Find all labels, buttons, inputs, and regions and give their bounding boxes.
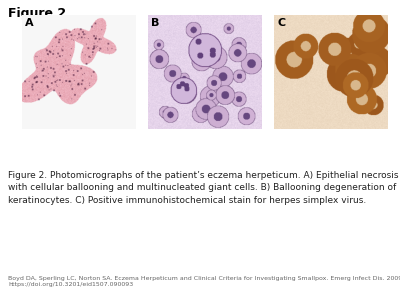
- Text: A: A: [26, 18, 34, 28]
- Text: B: B: [152, 18, 160, 28]
- Text: Boyd DA, Sperling LC, Norton SA. Eczema Herpeticum and Clinical Criteria for Inv: Boyd DA, Sperling LC, Norton SA. Eczema …: [8, 276, 400, 287]
- Text: Figure 2. Photomicrographs of the patient’s eczema herpeticum. A) Epithelial nec: Figure 2. Photomicrographs of the patien…: [8, 171, 398, 205]
- Text: Figure 2: Figure 2: [8, 8, 66, 20]
- Text: C: C: [278, 18, 286, 28]
